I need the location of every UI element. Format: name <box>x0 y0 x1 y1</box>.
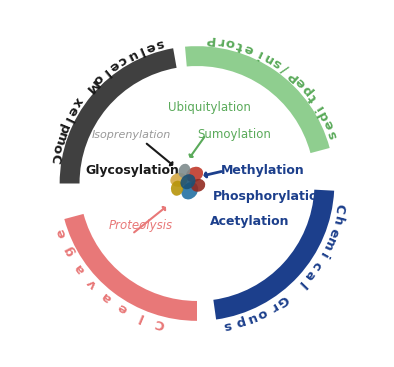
Text: /: / <box>279 62 291 76</box>
Text: t: t <box>235 38 245 52</box>
Text: Glycosylation: Glycosylation <box>85 164 179 177</box>
Text: n: n <box>261 50 275 65</box>
Wedge shape <box>213 190 334 320</box>
Text: x: x <box>70 95 85 109</box>
Text: i: i <box>254 46 264 60</box>
Text: p: p <box>232 314 245 330</box>
Text: o: o <box>255 305 269 321</box>
Text: l: l <box>136 44 145 57</box>
Text: l: l <box>136 310 145 324</box>
Text: e: e <box>116 300 130 316</box>
Text: l: l <box>99 65 111 78</box>
Text: r: r <box>216 34 224 48</box>
Text: s: s <box>325 128 340 140</box>
Text: e: e <box>143 39 156 54</box>
Ellipse shape <box>180 174 195 189</box>
Text: Proteolysis: Proteolysis <box>108 219 173 232</box>
Text: c: c <box>309 258 324 272</box>
Text: l: l <box>295 278 307 290</box>
Text: s: s <box>270 55 284 70</box>
Text: d: d <box>316 108 333 123</box>
Text: g: g <box>61 244 77 258</box>
Text: u: u <box>243 310 257 326</box>
Text: M: M <box>81 77 100 95</box>
Ellipse shape <box>181 182 198 199</box>
Text: a: a <box>72 261 87 275</box>
Text: a: a <box>301 267 317 282</box>
Text: Methylation: Methylation <box>221 164 304 177</box>
Text: u: u <box>124 47 138 63</box>
Text: e: e <box>321 118 337 131</box>
Text: e: e <box>106 58 121 73</box>
Text: o: o <box>90 70 106 86</box>
Text: P: P <box>204 33 215 46</box>
Text: P: P <box>285 67 301 83</box>
Ellipse shape <box>171 181 183 196</box>
Text: l: l <box>61 115 74 124</box>
Text: Isoprenylation: Isoprenylation <box>92 130 171 140</box>
Text: C: C <box>47 153 62 164</box>
Text: e: e <box>64 103 80 118</box>
Text: i: i <box>312 101 326 112</box>
Wedge shape <box>185 46 330 153</box>
Text: Acetylation: Acetylation <box>210 215 289 228</box>
Text: e: e <box>54 226 69 239</box>
Text: i: i <box>316 249 330 260</box>
Text: e: e <box>325 226 341 239</box>
Text: c: c <box>115 52 129 68</box>
Wedge shape <box>59 48 177 184</box>
Ellipse shape <box>170 173 188 187</box>
Text: o: o <box>49 142 64 155</box>
Text: s: s <box>222 318 232 332</box>
Text: Phosphorylation: Phosphorylation <box>213 190 328 203</box>
Text: m: m <box>51 130 68 147</box>
Text: o: o <box>224 35 236 50</box>
Text: e: e <box>293 75 308 90</box>
Ellipse shape <box>191 179 205 192</box>
Text: p: p <box>299 82 315 98</box>
Text: a: a <box>99 289 114 304</box>
Text: C: C <box>153 316 166 331</box>
Text: v: v <box>85 276 100 291</box>
Text: C: C <box>332 203 347 214</box>
Text: m: m <box>320 235 337 252</box>
Text: r: r <box>266 299 279 314</box>
Ellipse shape <box>186 167 203 182</box>
Wedge shape <box>64 214 197 321</box>
Text: s: s <box>154 37 165 51</box>
Text: h: h <box>329 214 344 227</box>
Text: G: G <box>274 292 291 309</box>
Text: t: t <box>307 92 321 104</box>
Text: Sumoylation: Sumoylation <box>197 128 271 141</box>
Text: e: e <box>243 41 256 57</box>
Text: Ubiquitylation: Ubiquitylation <box>168 101 251 114</box>
Ellipse shape <box>178 164 190 178</box>
Text: p: p <box>55 122 71 136</box>
